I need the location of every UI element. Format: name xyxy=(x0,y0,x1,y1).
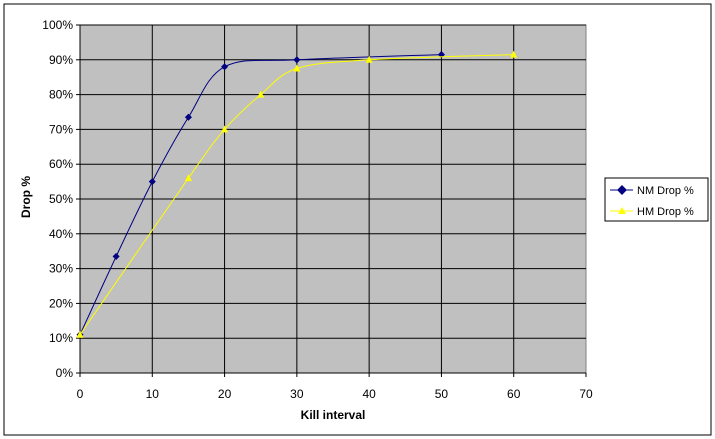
x-axis-title: Kill interval xyxy=(301,408,366,422)
x-axis-ticks: 0 10 20 30 40 50 60 70 xyxy=(77,373,593,401)
data-point xyxy=(293,64,301,72)
y-tick-label: 100% xyxy=(42,18,73,32)
data-point xyxy=(76,330,84,338)
y-axis-ticks: 0% 10% 20% 30% 40% 50% 60% 70% 80% 90% 100% xyxy=(42,18,80,380)
y-tick-label: 0% xyxy=(56,366,74,380)
x-tick-label: 40 xyxy=(362,387,376,401)
y-tick-label: 60% xyxy=(49,157,73,171)
x-tick-label: 20 xyxy=(218,387,232,401)
data-point xyxy=(365,55,373,63)
data-point xyxy=(293,56,301,64)
y-tick-label: 70% xyxy=(49,122,73,136)
data-point xyxy=(257,90,265,98)
x-tick-label: 30 xyxy=(290,387,304,401)
data-point xyxy=(184,113,192,121)
legend: NM Drop % HM Drop % xyxy=(604,177,709,222)
y-tick-label: 10% xyxy=(49,331,73,345)
legend-label-nm: NM Drop % xyxy=(637,185,694,197)
x-tick-label: 10 xyxy=(146,387,160,401)
gridlines xyxy=(79,24,586,374)
y-tick-label: 90% xyxy=(49,53,73,67)
y-axis-title: Drop % xyxy=(19,176,33,218)
y-tick-label: 80% xyxy=(49,88,73,102)
x-tick-label: 70 xyxy=(579,387,593,401)
data-point xyxy=(221,125,229,133)
x-tick-label: 50 xyxy=(435,387,449,401)
data-point xyxy=(221,63,229,71)
y-tick-label: 30% xyxy=(49,262,73,276)
x-tick-label: 60 xyxy=(507,387,521,401)
series-0 xyxy=(76,51,445,339)
y-tick-label: 40% xyxy=(49,227,73,241)
legend-marker-hm xyxy=(618,207,626,214)
legend-label-hm: HM Drop % xyxy=(637,206,694,218)
y-tick-label: 50% xyxy=(49,192,73,206)
data-point xyxy=(184,174,192,182)
data-point xyxy=(510,50,518,58)
series-layer xyxy=(76,50,518,339)
data-point xyxy=(148,178,156,186)
legend-marker-nm xyxy=(617,185,627,195)
series-1 xyxy=(76,50,518,338)
y-tick-label: 20% xyxy=(49,296,73,310)
x-tick-label: 0 xyxy=(77,387,84,401)
